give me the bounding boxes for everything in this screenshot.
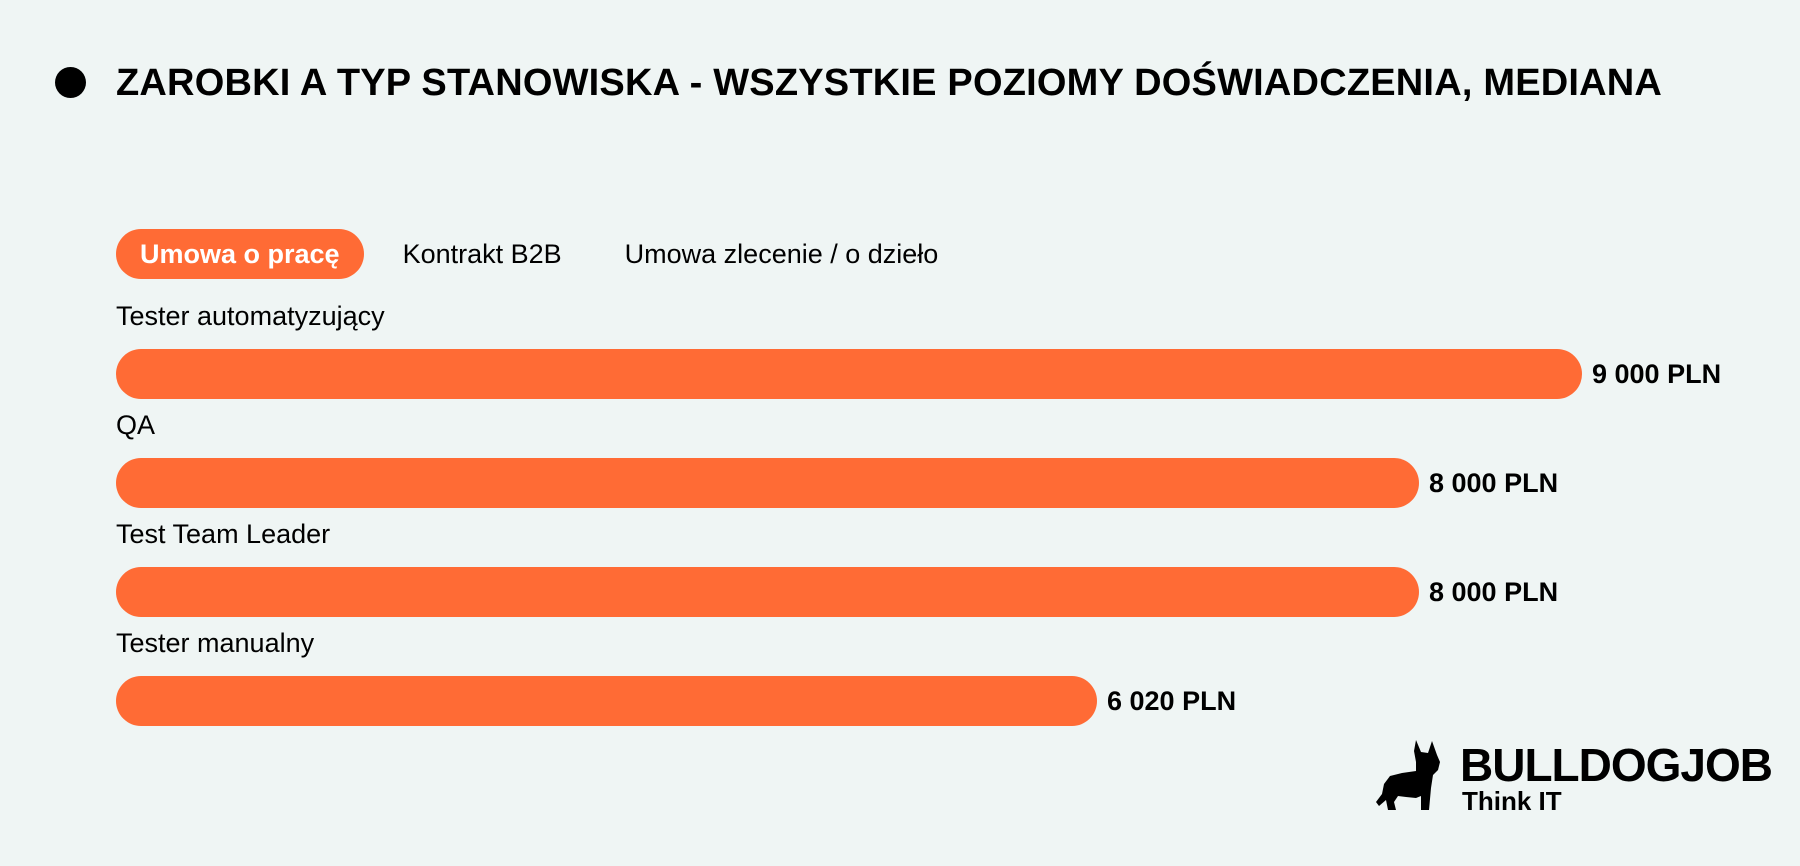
tab-umowa-o-prace[interactable]: Umowa o pracę <box>116 229 364 279</box>
tab-umowa-zlecenie[interactable]: Umowa zlecenie / o dzieło <box>624 239 939 269</box>
bar-category-label: QA <box>116 410 156 440</box>
bar-value-label: 8 000 PLN <box>1429 577 1559 607</box>
bulldog-icon <box>1376 740 1440 810</box>
bar <box>116 458 1419 508</box>
bar-row: Test Team Leader 8 000 PLN <box>116 518 1776 617</box>
title-bullet <box>55 67 86 98</box>
brand-logo: BULLDOGJOB Think IT <box>1376 738 1776 834</box>
bar-value-label: 8 000 PLN <box>1429 468 1559 498</box>
bar-chart: Tester automatyzujący 9 000 PLN QA 8 000 PL… <box>116 300 1776 740</box>
bar <box>116 567 1419 617</box>
bar <box>116 349 1582 399</box>
bar-row: Tester automatyzujący 9 000 PLN <box>116 300 1776 399</box>
bar-value-label: 6 020 PLN <box>1107 686 1237 716</box>
chart-title: ZAROBKI A TYP STANOWISKA - WSZYSTKIE POZ… <box>116 62 1663 104</box>
tab-kontrakt-b2b[interactable]: Kontrakt B2B <box>402 239 562 269</box>
bar-category-label: Test Team Leader <box>116 519 331 549</box>
contract-type-tabs: Umowa o pracę Kontrakt B2B Umowa zleceni… <box>116 229 962 279</box>
bar <box>116 676 1097 726</box>
bar-category-label: Tester manualny <box>116 628 315 658</box>
brand-name: BULLDOGJOB <box>1460 739 1773 791</box>
bar-row: Tester manualny 6 020 PLN <box>116 627 1776 726</box>
bar-category-label: Tester automatyzujący <box>116 301 385 331</box>
bar-row: QA 8 000 PLN <box>116 409 1776 508</box>
bar-value-label: 9 000 PLN <box>1592 359 1722 389</box>
brand-tagline: Think IT <box>1462 786 1562 816</box>
